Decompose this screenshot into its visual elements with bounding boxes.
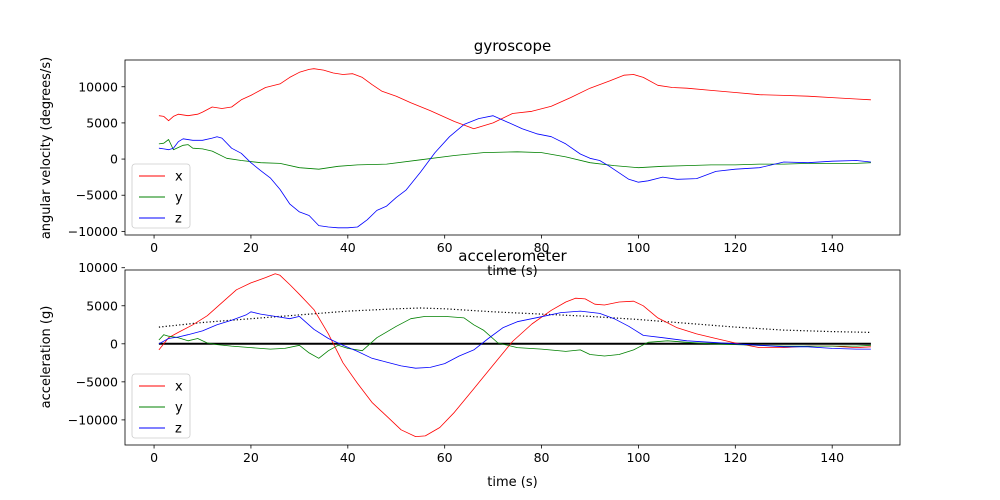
accelerometer-y-tick-label: −10000 <box>68 412 118 427</box>
gyroscope-x-tick-label: 80 <box>534 240 550 255</box>
gyroscope-x-tick-label: 0 <box>150 240 158 255</box>
gyroscope-y-tick-label: 0 <box>110 152 118 167</box>
gyroscope-y-tick-label: 10000 <box>78 79 118 94</box>
accelerometer-y-tick-label: 0 <box>110 336 118 351</box>
gyroscope-x-tick-label: 40 <box>340 240 356 255</box>
accelerometer-title: accelerometer <box>458 247 567 265</box>
accelerometer-x-tick-label: 120 <box>723 450 747 465</box>
gyroscope-y-tick-label: −10000 <box>68 224 118 239</box>
accelerometer-y-tick-label: 5000 <box>86 298 118 313</box>
accelerometer-legend-label-y: y <box>175 401 183 416</box>
accelerometer-legend-label-z: z <box>175 422 182 437</box>
accelerometer-legend-label-x: x <box>175 380 183 395</box>
accelerometer-x-tick-label: 100 <box>627 450 651 465</box>
accelerometer-y-tick-label: −5000 <box>76 374 118 389</box>
gyroscope-x-tick-label: 60 <box>437 240 453 255</box>
accelerometer-x-tick-label: 0 <box>150 450 158 465</box>
accelerometer-x-tick-label: 140 <box>820 450 844 465</box>
gyroscope-lines <box>158 68 871 229</box>
gyroscope-y-axis-label: angular velocity (degrees/s) <box>39 57 54 239</box>
accelerometer-legend: xyz <box>131 373 191 439</box>
accelerometer-x-tick-label: 80 <box>534 450 550 465</box>
gyroscope-title: gyroscope <box>474 37 551 55</box>
gyroscope-y-tick-label: 5000 <box>86 115 118 130</box>
gyroscope-x-tick-label: 140 <box>820 240 844 255</box>
accelerometer-x-tick-label: 20 <box>243 450 259 465</box>
accelerometer-legend-box <box>131 373 191 439</box>
gyroscope-x-tick-label: 20 <box>243 240 259 255</box>
gyroscope-axes-frame <box>124 59 901 236</box>
gyroscope-series-x-line <box>158 68 871 130</box>
gyroscope-x-tick-label: 100 <box>627 240 651 255</box>
gyroscope-y-tick-label: −5000 <box>76 188 118 203</box>
gyroscope-legend: xyz <box>131 163 191 229</box>
accelerometer-dotted-trend-line <box>158 307 871 333</box>
gyroscope-legend-label-x: x <box>175 170 183 185</box>
accelerometer-subplot: accelerometer time (s) acceleration (g) … <box>39 247 901 490</box>
accelerometer-x-tick-label: 60 <box>437 450 453 465</box>
accelerometer-x-axis-label: time (s) <box>487 475 537 490</box>
accelerometer-series-z-line <box>158 310 871 369</box>
accelerometer-y-tick-label: 10000 <box>78 260 118 275</box>
gyroscope-series-y-line <box>158 139 871 170</box>
gyroscope-subplot: gyroscope time (s) angular velocity (deg… <box>39 37 901 279</box>
gyroscope-series-z-line <box>158 115 871 229</box>
accelerometer-x-tick-label: 40 <box>340 450 356 465</box>
accelerometer-series-y-line <box>158 315 871 359</box>
gyroscope-x-axis-label: time (s) <box>487 264 537 279</box>
gyroscope-legend-label-y: y <box>175 191 183 206</box>
accelerometer-axes-frame <box>124 269 901 446</box>
accelerometer-series-x-line <box>158 273 871 438</box>
accelerometer-lines <box>158 273 871 438</box>
gyroscope-legend-box <box>131 163 191 229</box>
gyroscope-legend-label-z: z <box>175 212 182 227</box>
gyroscope-x-tick-label: 120 <box>723 240 747 255</box>
accelerometer-y-axis-label: acceleration (g) <box>39 306 54 409</box>
